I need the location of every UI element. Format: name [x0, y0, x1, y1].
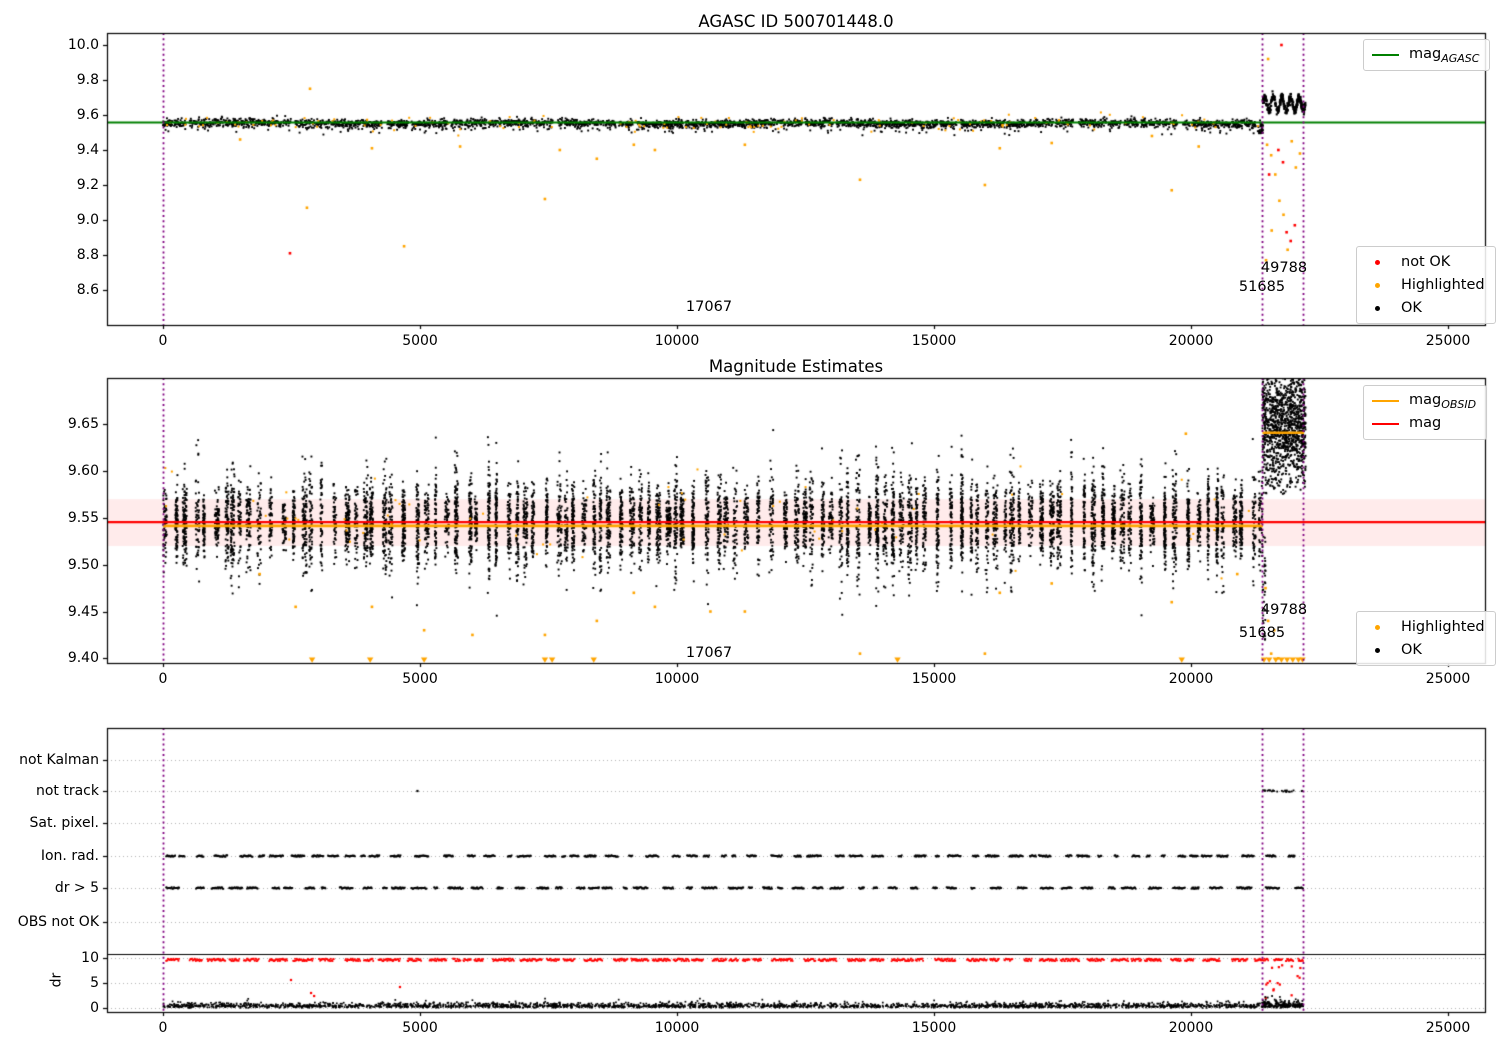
legend-item-ok: OK — [1365, 640, 1485, 660]
dr-axis-label: dr — [48, 972, 65, 988]
obsid-annotation: 17067 — [685, 645, 733, 661]
legend-label: not OK — [1401, 254, 1451, 270]
red-line-swatch — [1372, 423, 1399, 425]
obsid-annotation: 51685 — [1238, 625, 1286, 641]
orange-line-swatch — [1372, 400, 1399, 402]
x-tick-label-top: 20000 — [1168, 333, 1214, 349]
legend-label: mag — [1409, 45, 1442, 62]
obsid-annotation: 49788 — [1260, 602, 1308, 618]
legend-middle-markers: Highlighted OK — [1356, 611, 1496, 666]
y-tick-label-top: 9.4 — [76, 142, 99, 158]
x-tick-label-bottom: 10000 — [654, 1020, 700, 1036]
black-dot-swatch — [1375, 647, 1380, 653]
flag-row-label: not track — [35, 783, 99, 799]
legend-item-mag-agasc: magAGASC — [1372, 45, 1479, 65]
red-dot-swatch — [1375, 259, 1380, 265]
y-tick-label-top: 9.2 — [76, 177, 99, 193]
x-tick-label-middle: 25000 — [1425, 671, 1471, 687]
dr-tick-label: 5 — [90, 975, 99, 991]
legend-item-highlighted: Highlighted — [1365, 275, 1485, 295]
legend-mag-lines: magOBSID mag — [1363, 385, 1488, 440]
x-tick-label-middle: 10000 — [654, 671, 700, 687]
legend-label: OK — [1401, 642, 1422, 658]
black-dot-swatch — [1375, 305, 1380, 311]
y-tick-label-top: 9.8 — [76, 72, 99, 88]
plot-title-middle: Magnitude Estimates — [708, 357, 884, 376]
legend-label: OK — [1401, 300, 1422, 316]
orange-dot-swatch — [1375, 624, 1380, 630]
y-tick-label-middle: 9.65 — [67, 416, 99, 433]
dr-tick-label: 0 — [90, 1000, 99, 1016]
legend-mag-agasc: magAGASC — [1363, 39, 1491, 71]
legend-item-highlighted: Highlighted — [1365, 617, 1485, 637]
y-tick-label-middle: 9.55 — [67, 509, 99, 526]
x-tick-label-bottom: 0 — [158, 1020, 168, 1036]
y-tick-label-top: 8.8 — [76, 247, 99, 263]
legend-label: Highlighted — [1401, 277, 1485, 293]
legend-label: Highlighted — [1401, 619, 1485, 635]
x-tick-label-bottom: 15000 — [911, 1020, 957, 1036]
flag-row-label: Ion. rad. — [40, 848, 99, 864]
flag-row-label: Sat. pixel. — [29, 815, 99, 831]
legend-top-markers: not OK Highlighted OK — [1356, 246, 1496, 324]
flag-row-label: not Kalman — [19, 752, 99, 768]
x-tick-label-middle: 0 — [158, 671, 168, 687]
legend-label: mag — [1409, 414, 1442, 431]
dr-tick-label: 10 — [81, 950, 99, 966]
x-tick-label-middle: 20000 — [1168, 671, 1214, 687]
x-tick-label-bottom: 5000 — [402, 1020, 438, 1036]
orange-dot-swatch — [1375, 282, 1380, 288]
obsid-annotation: 49788 — [1260, 260, 1308, 276]
obsid-annotation: 51685 — [1238, 279, 1286, 295]
legend-item-not-ok: not OK — [1365, 252, 1485, 272]
legend-item-mag: mag — [1372, 414, 1476, 434]
x-tick-label-middle: 5000 — [402, 671, 438, 687]
x-tick-label-top: 10000 — [654, 333, 700, 349]
flag-row-label: OBS not OK — [17, 914, 99, 930]
y-tick-label-middle: 9.40 — [67, 650, 99, 667]
x-tick-label-bottom: 20000 — [1168, 1020, 1214, 1036]
x-tick-label-middle: 15000 — [911, 671, 957, 687]
obsid-annotation: 17067 — [685, 299, 733, 315]
y-tick-label-top: 10.0 — [67, 37, 99, 53]
y-tick-label-middle: 9.50 — [67, 556, 99, 573]
x-tick-label-top: 5000 — [402, 333, 438, 349]
x-tick-label-top: 15000 — [911, 333, 957, 349]
x-tick-label-top: 0 — [158, 333, 168, 349]
y-tick-label-top: 9.6 — [76, 107, 99, 123]
legend-label: mag — [1409, 391, 1442, 408]
green-line-swatch — [1372, 54, 1399, 56]
legend-item-mag-obsid: magOBSID — [1372, 391, 1476, 411]
y-tick-label-middle: 9.60 — [67, 463, 99, 480]
y-tick-label-middle: 9.45 — [67, 603, 99, 620]
x-tick-label-top: 25000 — [1425, 333, 1471, 349]
x-tick-label-bottom: 25000 — [1425, 1020, 1471, 1036]
y-tick-label-top: 9.0 — [76, 212, 99, 228]
flag-row-label: dr > 5 — [54, 880, 99, 896]
legend-item-ok: OK — [1365, 298, 1485, 318]
plot-title-top: AGASC ID 500701448.0 — [698, 12, 894, 31]
y-tick-label-top: 8.6 — [76, 282, 99, 298]
